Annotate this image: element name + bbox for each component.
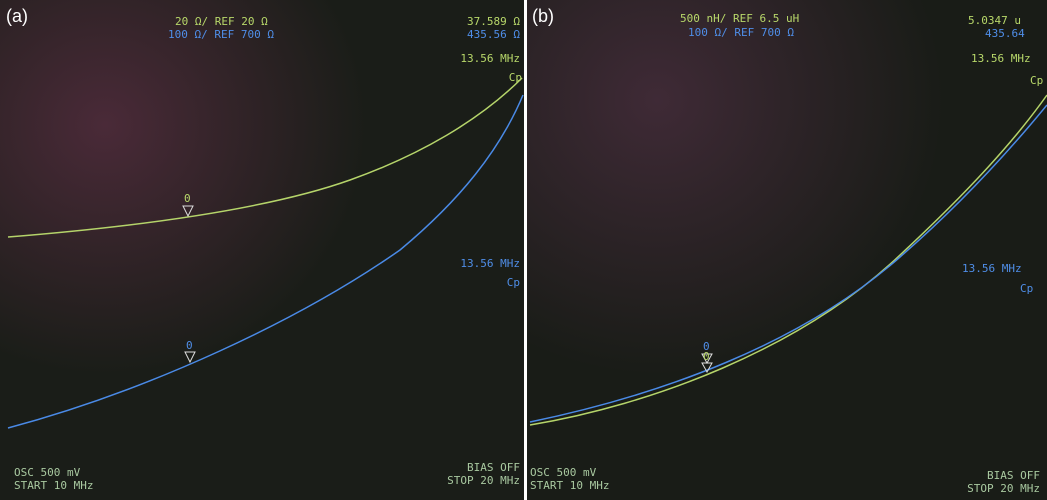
parameter: Cp — [509, 71, 522, 84]
readout: 37.589 Ω — [467, 15, 520, 28]
marker-label: 0 — [186, 339, 193, 352]
frequency: 13.56 MHz — [460, 52, 520, 65]
divider — [524, 0, 527, 500]
panel-label: (b) — [532, 6, 554, 26]
readout: 435.64 — [985, 27, 1025, 40]
start: START 10 MHz — [14, 479, 93, 492]
marker-label: 0 — [703, 350, 710, 363]
parameter: Cp — [1030, 74, 1043, 87]
parameter: Cp — [1020, 282, 1033, 295]
figure: (a) 20 Ω/ REF 20 Ω 100 Ω/ REF 700 Ω 37.5… — [0, 0, 1047, 500]
frequency: 13.56 MHz — [971, 52, 1031, 65]
screen — [0, 0, 524, 500]
panel-b: (b) 500 nH/ REF 6.5 uH 100 Ω/ REF 700 Ω … — [527, 0, 1047, 500]
scale-text: 500 nH/ REF 6.5 uH — [680, 12, 799, 25]
scale-text: 20 Ω/ REF 20 Ω — [175, 15, 268, 28]
osc: OSC 500 mV — [14, 466, 81, 479]
parameter: Cp — [507, 276, 520, 289]
bias: BIAS OFF — [467, 461, 520, 474]
bias: BIAS OFF — [987, 469, 1040, 482]
screen — [527, 0, 1047, 500]
panel-label: (a) — [6, 6, 28, 26]
start: START 10 MHz — [530, 479, 609, 492]
marker-label: 0 — [184, 192, 191, 205]
stop: STOP 20 MHz — [967, 482, 1040, 495]
scale-text: 100 Ω/ REF 700 Ω — [168, 28, 274, 41]
scale-text: 100 Ω/ REF 700 Ω — [688, 26, 794, 39]
stop: STOP 20 MHz — [447, 474, 520, 487]
osc: OSC 500 mV — [530, 466, 597, 479]
panel-a: (a) 20 Ω/ REF 20 Ω 100 Ω/ REF 700 Ω 37.5… — [0, 0, 524, 500]
frequency: 13.56 MHz — [460, 257, 520, 270]
frequency: 13.56 MHz — [962, 262, 1022, 275]
readout: 5.0347 u — [968, 14, 1021, 27]
readout: 435.56 Ω — [467, 28, 520, 41]
